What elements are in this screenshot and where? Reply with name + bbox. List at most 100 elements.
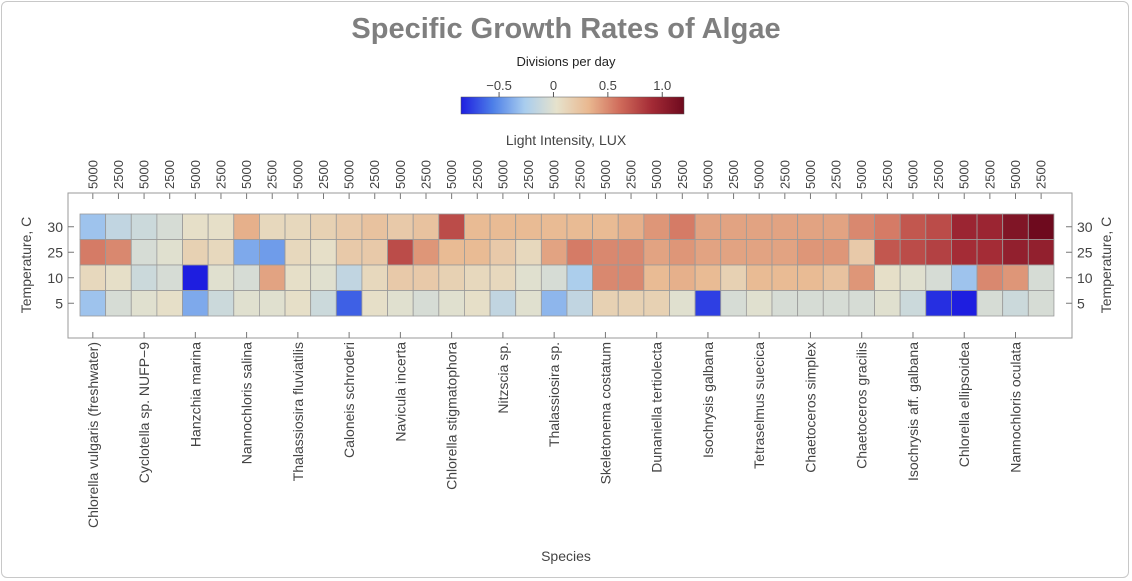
species-label: Isochrysis galbana (700, 342, 716, 458)
heatmap-cell (361, 213, 388, 240)
lux-tick-label: 2500 (162, 160, 177, 189)
heatmap-cell (617, 239, 645, 266)
species-label: Chlorella vulgaris (freshwater) (85, 342, 101, 528)
heatmap-cell (182, 239, 209, 266)
lux-tick-label: 5000 (85, 160, 100, 189)
heatmap-cell (361, 264, 388, 291)
lux-tick-label: 2500 (624, 160, 639, 189)
lux-tick-label: 2500 (265, 160, 280, 189)
heatmap-cell (694, 213, 722, 240)
species-label: Nannochloris salina (239, 342, 255, 464)
heatmap-cell (566, 213, 593, 240)
heatmap-cell (335, 264, 363, 291)
heatmap-cell (797, 264, 824, 291)
heatmap-cell (822, 239, 850, 266)
heatmap-cell (592, 239, 619, 266)
heatmap-cell (412, 264, 440, 291)
heatmap-cell (207, 213, 235, 240)
heatmap-cell (899, 213, 927, 240)
heatmap-cell (566, 239, 593, 266)
heatmap-cell (925, 264, 952, 291)
heatmap-cell (105, 213, 132, 240)
temperature-tick-left: 5 (55, 295, 63, 311)
heatmap-cell (720, 239, 747, 266)
heatmap-cell (105, 239, 132, 266)
heatmap-cell (617, 213, 645, 240)
heatmap-cell (387, 213, 414, 240)
heatmap-cell (156, 290, 183, 317)
lux-tick-label: 5000 (137, 160, 152, 189)
temperature-tick-right: 10 (1077, 270, 1093, 286)
heatmap-cell (643, 239, 670, 266)
lux-tick-label: 2500 (470, 160, 485, 189)
heatmap-cell (438, 264, 465, 291)
lux-tick-label: 2500 (316, 160, 331, 189)
lux-tick-label: 5000 (444, 160, 459, 189)
heatmap-cell (1027, 290, 1055, 317)
heatmap-cell (310, 239, 337, 266)
species-label: Thalassiosira sp. (546, 342, 562, 447)
heatmap-cell (130, 290, 158, 317)
top-axis-label: Light Intensity, LUX (506, 132, 627, 148)
lux-tick-label: 2500 (982, 160, 997, 189)
heatmap-cell (540, 264, 568, 291)
heatmap-cell (976, 290, 1004, 317)
heatmap-cell (694, 239, 722, 266)
heatmap-cell (540, 213, 568, 240)
heatmap-cell (1027, 264, 1055, 291)
heatmap-cell (797, 239, 824, 266)
heatmap-cell (1002, 239, 1029, 266)
heatmap-cell (771, 290, 799, 317)
lux-tick-label: 5000 (1008, 160, 1023, 189)
heatmap-cell (412, 290, 440, 317)
heatmap-cell (489, 213, 517, 240)
heatmap-cell (797, 213, 824, 240)
heatmap-cell (310, 290, 337, 317)
lux-tick-label: 5000 (752, 160, 767, 189)
heatmap-cell (951, 213, 978, 240)
species-label: Chlorella ellipsoidea (956, 342, 972, 468)
legend-tick-label: 1.0 (653, 78, 671, 93)
heatmap-cell (899, 290, 927, 317)
heatmap-cell (848, 239, 875, 266)
heatmap-cell (925, 213, 952, 240)
heatmap-cell (745, 239, 773, 266)
lux-tick-label: 5000 (803, 160, 818, 189)
lux-tick-label: 5000 (290, 160, 305, 189)
heatmap-cell (515, 290, 542, 317)
heatmap-cell (310, 264, 337, 291)
heatmap-cell (976, 239, 1004, 266)
heatmap-cell (464, 290, 491, 317)
heatmap-cell (412, 239, 440, 266)
species-label: Cyclotella sp. NUFP−9 (136, 342, 152, 483)
heatmap-cell (592, 264, 619, 291)
lux-tick-label: 2500 (111, 160, 126, 189)
heatmap-cell (361, 290, 388, 317)
species-label: Navicula incerta (392, 342, 408, 442)
lux-tick-label: 2500 (367, 160, 382, 189)
lux-tick-label: 5000 (905, 160, 920, 189)
heatmap-cell (79, 213, 107, 240)
heatmap-cell (335, 239, 363, 266)
heatmap-cell (643, 264, 670, 291)
lux-tick-label: 2500 (675, 160, 690, 189)
heatmap-cell (130, 213, 158, 240)
heatmap-cell (617, 290, 645, 317)
y-axis-label-right: Temperature, C (1098, 217, 1114, 313)
heatmap-cell (438, 213, 465, 240)
heatmap-cell (130, 239, 158, 266)
temperature-tick-right: 5 (1077, 295, 1085, 311)
heatmap-cell (925, 290, 952, 317)
heatmap-cell (643, 213, 670, 240)
lux-tick-label: 5000 (598, 160, 613, 189)
heatmap-cell (207, 239, 235, 266)
heatmap-cell (515, 239, 542, 266)
heatmap-cell (694, 264, 722, 291)
heatmap-cell (669, 213, 696, 240)
heatmap-cell (848, 290, 875, 317)
heatmap-cell (79, 290, 107, 317)
heatmap-cell (617, 264, 645, 291)
species-label: Tetraselmus suecica (751, 342, 767, 469)
lux-tick-label: 5000 (342, 160, 357, 189)
species-label: Nitzscia sp. (495, 342, 511, 414)
